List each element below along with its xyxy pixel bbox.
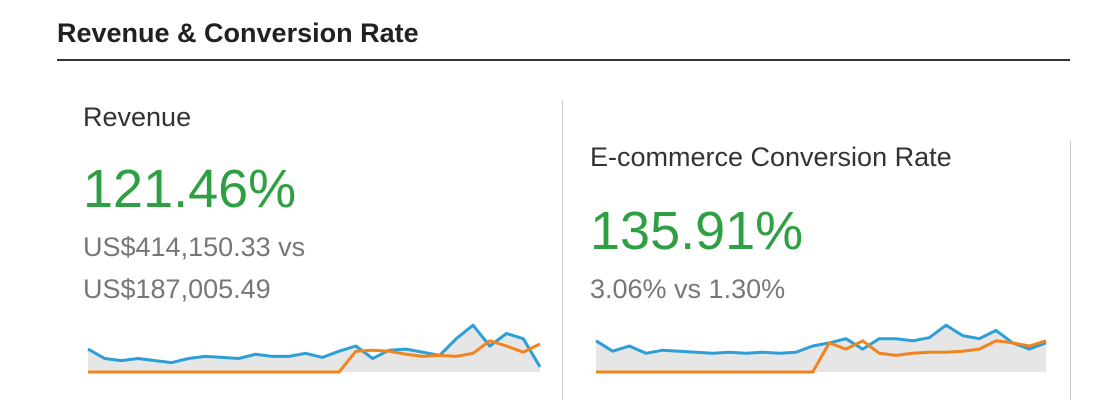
card-detail: US$414,150.33 vs US$187,005.49 [83, 232, 306, 304]
sparkline-line [88, 339, 541, 374]
section-title: Revenue & Conversion Rate [57, 18, 419, 48]
divider [562, 100, 563, 400]
sparkline-area [88, 325, 540, 372]
divider [1070, 140, 1071, 400]
sparkline [595, 323, 1047, 374]
card-change: 135.91% [590, 201, 804, 261]
sparkline-line [595, 323, 1047, 355]
card-detail: 3.06% vs 1.30% [590, 274, 786, 304]
title-rule [57, 59, 1070, 61]
card-change: 121.46% [83, 159, 297, 219]
sparkline-area [596, 325, 1046, 372]
card-label: Revenue [83, 102, 192, 132]
sparkline-line [596, 339, 1047, 374]
card-label: E-commerce Conversion Rate [590, 142, 952, 172]
sparkline-line [87, 323, 542, 368]
sparkline [87, 323, 542, 374]
